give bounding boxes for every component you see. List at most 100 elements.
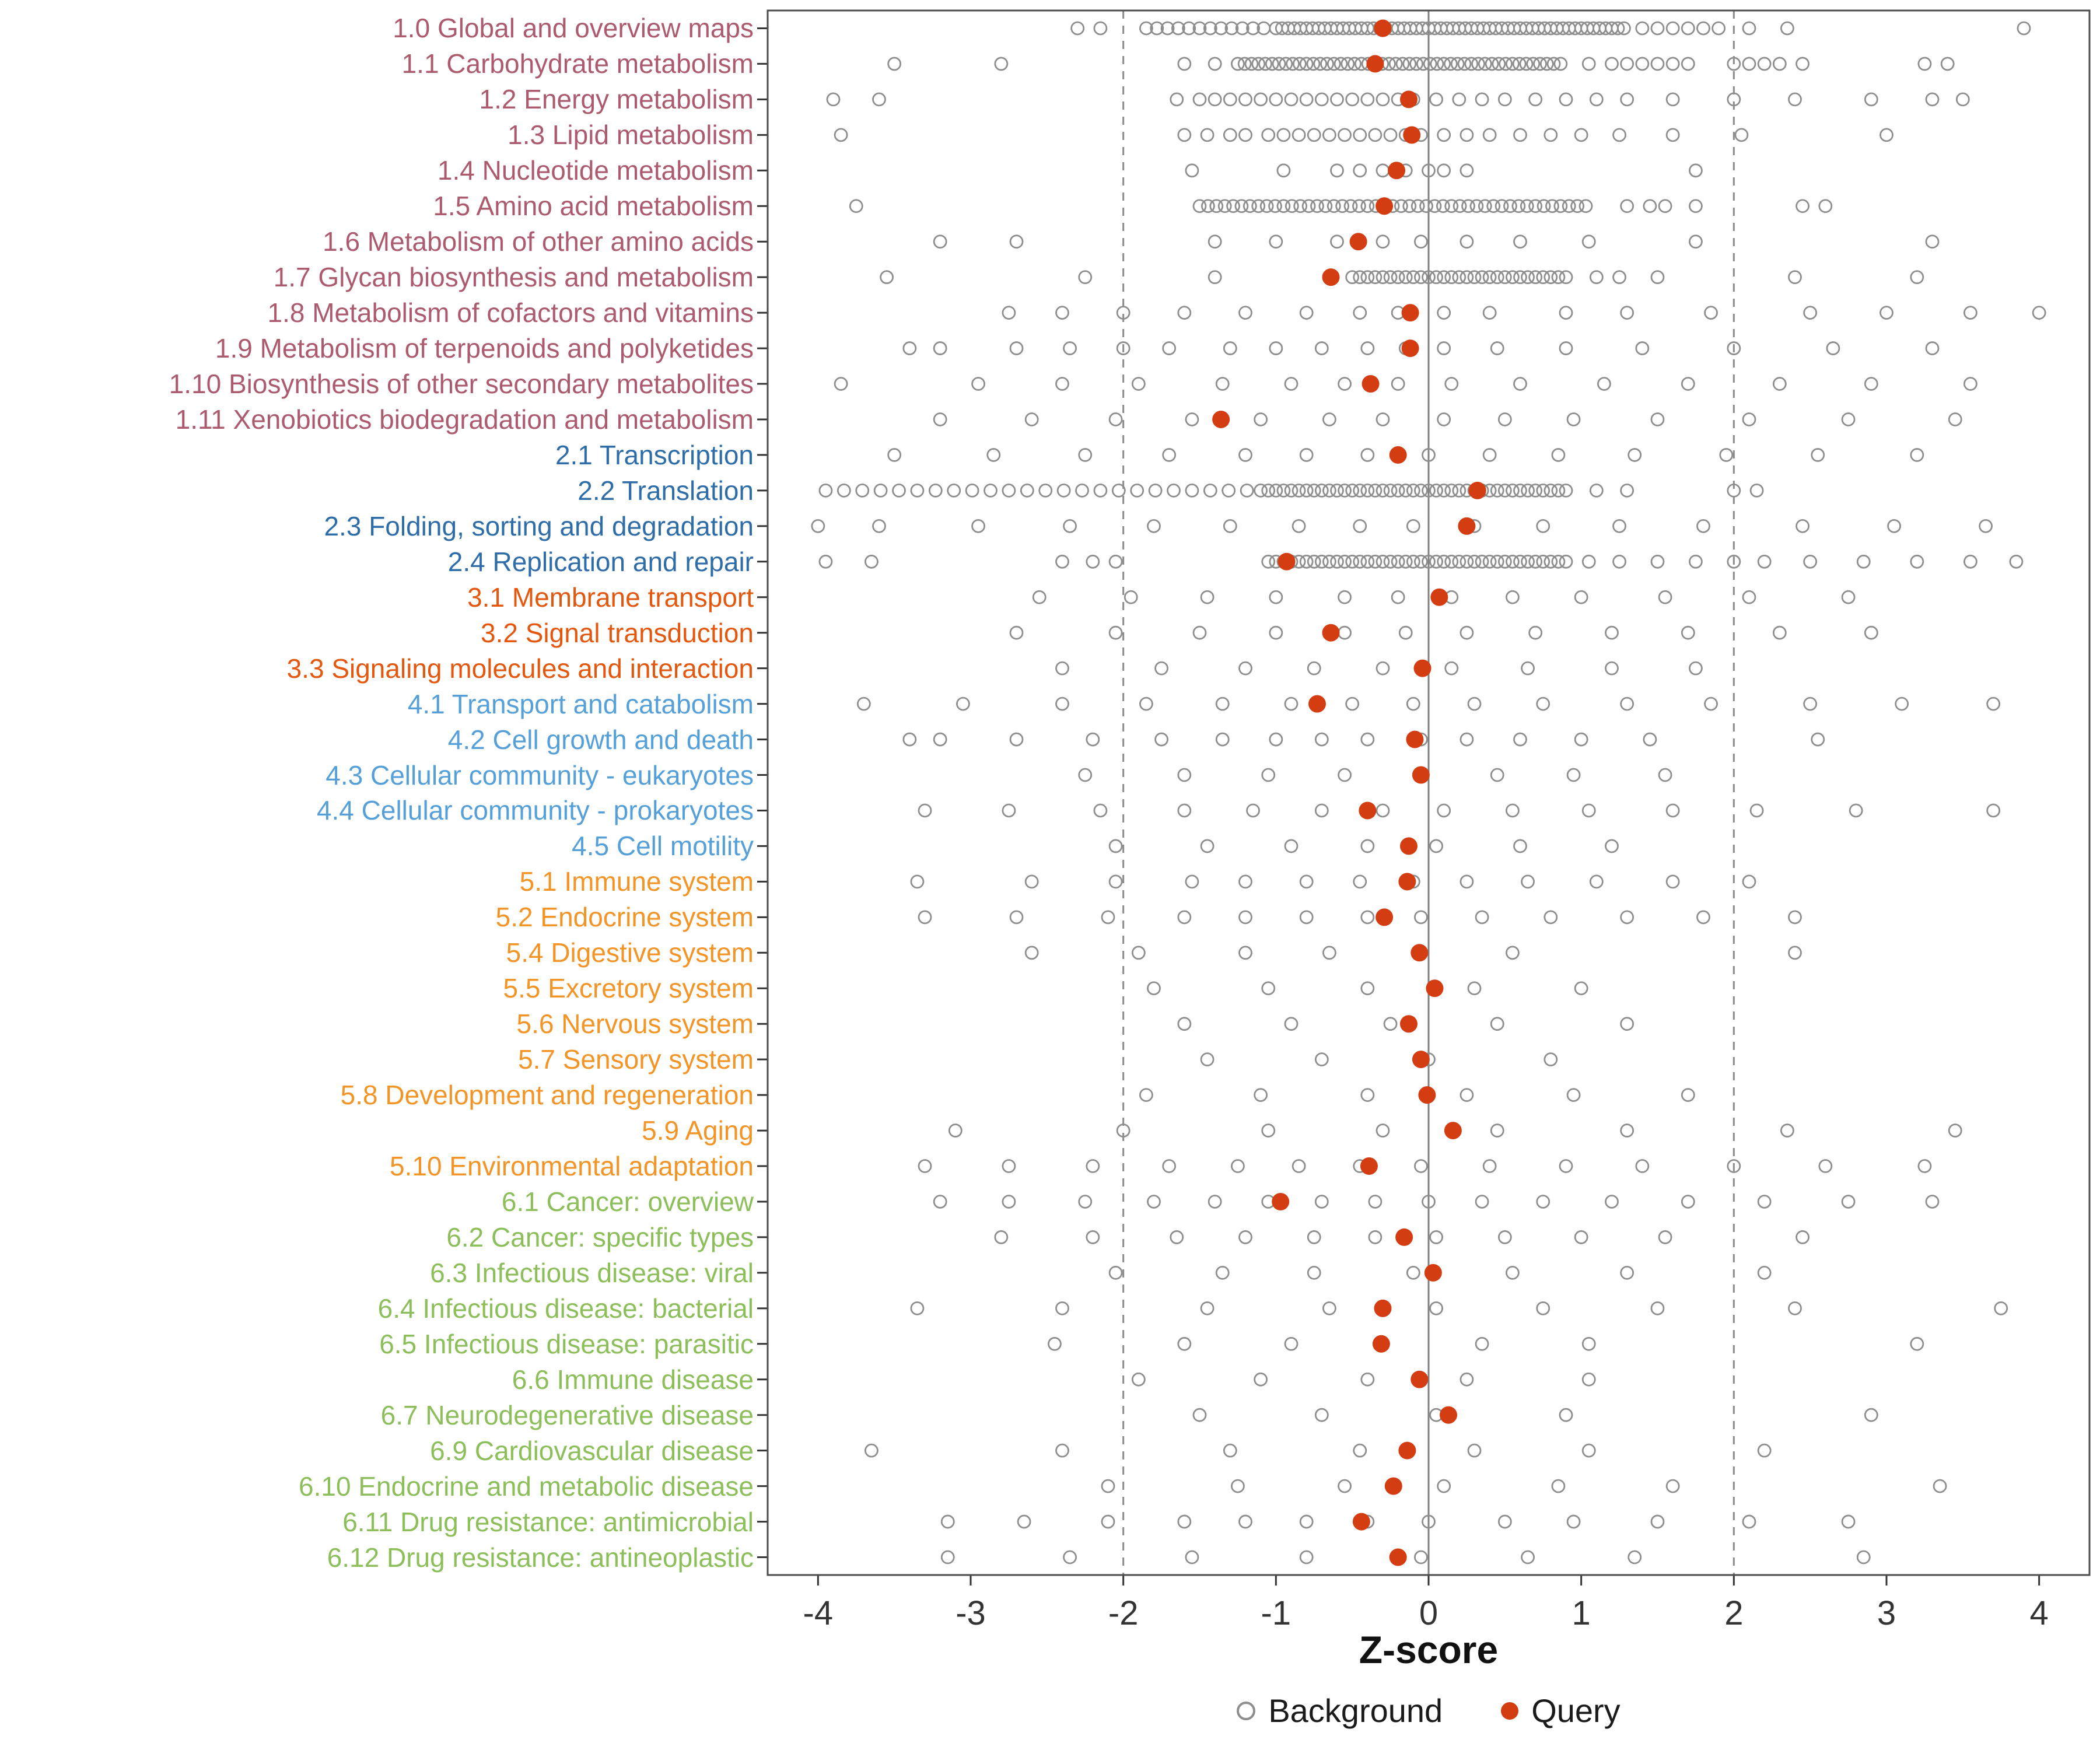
- background-point: [1986, 803, 2001, 818]
- background-point: [1078, 1195, 1093, 1209]
- background-point: [1490, 483, 1504, 498]
- background-point: [1024, 412, 1039, 426]
- background-point: [1360, 92, 1375, 107]
- background-point: [1757, 1195, 1772, 1209]
- background-point: [1650, 270, 1665, 285]
- background-point: [818, 483, 833, 498]
- background-point: [1925, 1195, 1940, 1209]
- background-point: [1749, 803, 1764, 818]
- background-point: [1292, 57, 1307, 71]
- background-point: [1185, 874, 1199, 889]
- y-axis-label: 4.3 Cellular community - eukaryotes: [326, 760, 754, 790]
- background-point: [1192, 21, 1207, 36]
- background-point: [1154, 732, 1168, 747]
- background-point: [1757, 1443, 1772, 1458]
- query-point: [1389, 1548, 1407, 1566]
- background-point: [1536, 483, 1550, 498]
- background-point: [1402, 57, 1417, 71]
- background-point: [1437, 306, 1451, 320]
- query-point: [1360, 1157, 1378, 1175]
- background-point: [1559, 1408, 1573, 1422]
- background-point: [1251, 57, 1266, 71]
- background-point: [1856, 1550, 1871, 1564]
- background-point: [1223, 519, 1237, 533]
- background-point: [1343, 199, 1358, 214]
- y-axis-label: 5.1 Immune system: [519, 866, 754, 897]
- background-point: [1665, 92, 1680, 107]
- background-point: [1536, 199, 1551, 214]
- background-point: [1460, 163, 1474, 178]
- background-point: [1681, 377, 1695, 391]
- y-axis-labels: 1.0 Global and overview maps 1.1 Carbohyd…: [0, 0, 758, 1575]
- background-point: [1111, 483, 1126, 498]
- background-point: [1238, 661, 1252, 676]
- background-point: [1475, 1195, 1489, 1209]
- background-point: [1353, 306, 1367, 320]
- background-point: [1299, 1550, 1314, 1564]
- background-point: [1360, 341, 1375, 355]
- background-point: [1643, 732, 1657, 747]
- background-point: [1689, 661, 1703, 676]
- background-point: [1352, 199, 1366, 214]
- y-axis-label: 6.5 Infectious disease: parasitic: [379, 1328, 754, 1359]
- background-point: [1520, 199, 1534, 214]
- background-point: [1299, 874, 1314, 889]
- background-point: [1254, 92, 1268, 107]
- y-axis-label: 4.2 Cell growth and death: [447, 724, 754, 755]
- background-point: [1460, 1088, 1474, 1102]
- y-axis-label: 6.10 Endocrine and metabolic disease: [299, 1471, 754, 1502]
- background-point: [1581, 803, 1596, 818]
- background-point: [1238, 1514, 1252, 1529]
- background-point: [1238, 92, 1252, 107]
- background-point: [1293, 199, 1308, 214]
- background-point: [1009, 341, 1024, 355]
- background-point: [1605, 839, 1619, 853]
- background-point: [1338, 554, 1352, 569]
- background-point: [1185, 483, 1199, 498]
- background-point: [1101, 1479, 1115, 1493]
- background-point: [1177, 306, 1192, 320]
- background-point: [1559, 483, 1573, 498]
- background-point: [1650, 554, 1665, 569]
- background-point: [1231, 1159, 1245, 1173]
- background-point: [1269, 235, 1283, 249]
- background-point: [1391, 554, 1405, 569]
- background-point: [1513, 377, 1527, 391]
- background-point: [1506, 946, 1520, 960]
- y-axis-label: 3.3 Signaling molecules and interaction: [286, 653, 754, 684]
- background-point: [887, 57, 902, 71]
- y-axis-label: 1.8 Metabolism of cofactors and vitamins: [267, 298, 754, 328]
- background-point: [880, 270, 894, 285]
- background-point: [1925, 235, 1940, 249]
- background-point: [1933, 1479, 1947, 1493]
- background-point: [1551, 448, 1566, 462]
- data-points: [811, 19, 2046, 1566]
- background-point: [1276, 199, 1291, 214]
- background-point: [1340, 57, 1355, 71]
- background-point: [1841, 1195, 1856, 1209]
- background-point: [1353, 270, 1367, 285]
- background-point: [1330, 163, 1344, 178]
- background-point: [1864, 625, 1878, 640]
- y-axis-label: 1.4 Nucleotide metabolism: [437, 155, 754, 186]
- background-point: [1620, 696, 1634, 711]
- background-point: [1177, 768, 1192, 782]
- background-point: [1467, 1443, 1482, 1458]
- background-point: [1338, 590, 1352, 604]
- background-point: [1147, 1195, 1161, 1209]
- background-point: [1887, 519, 1901, 533]
- background-point: [1075, 483, 1089, 498]
- background-point: [1353, 554, 1367, 569]
- background-point: [1429, 839, 1443, 853]
- background-point: [1544, 483, 1558, 498]
- background-point: [1521, 874, 1535, 889]
- background-point: [1460, 554, 1474, 569]
- background-point: [1444, 661, 1459, 676]
- background-point: [1307, 1230, 1321, 1244]
- background-point: [1276, 483, 1291, 498]
- background-point: [1162, 341, 1177, 355]
- background-point: [1055, 696, 1069, 711]
- background-point: [1162, 1159, 1177, 1173]
- background-point: [872, 92, 886, 107]
- background-point: [1551, 554, 1566, 569]
